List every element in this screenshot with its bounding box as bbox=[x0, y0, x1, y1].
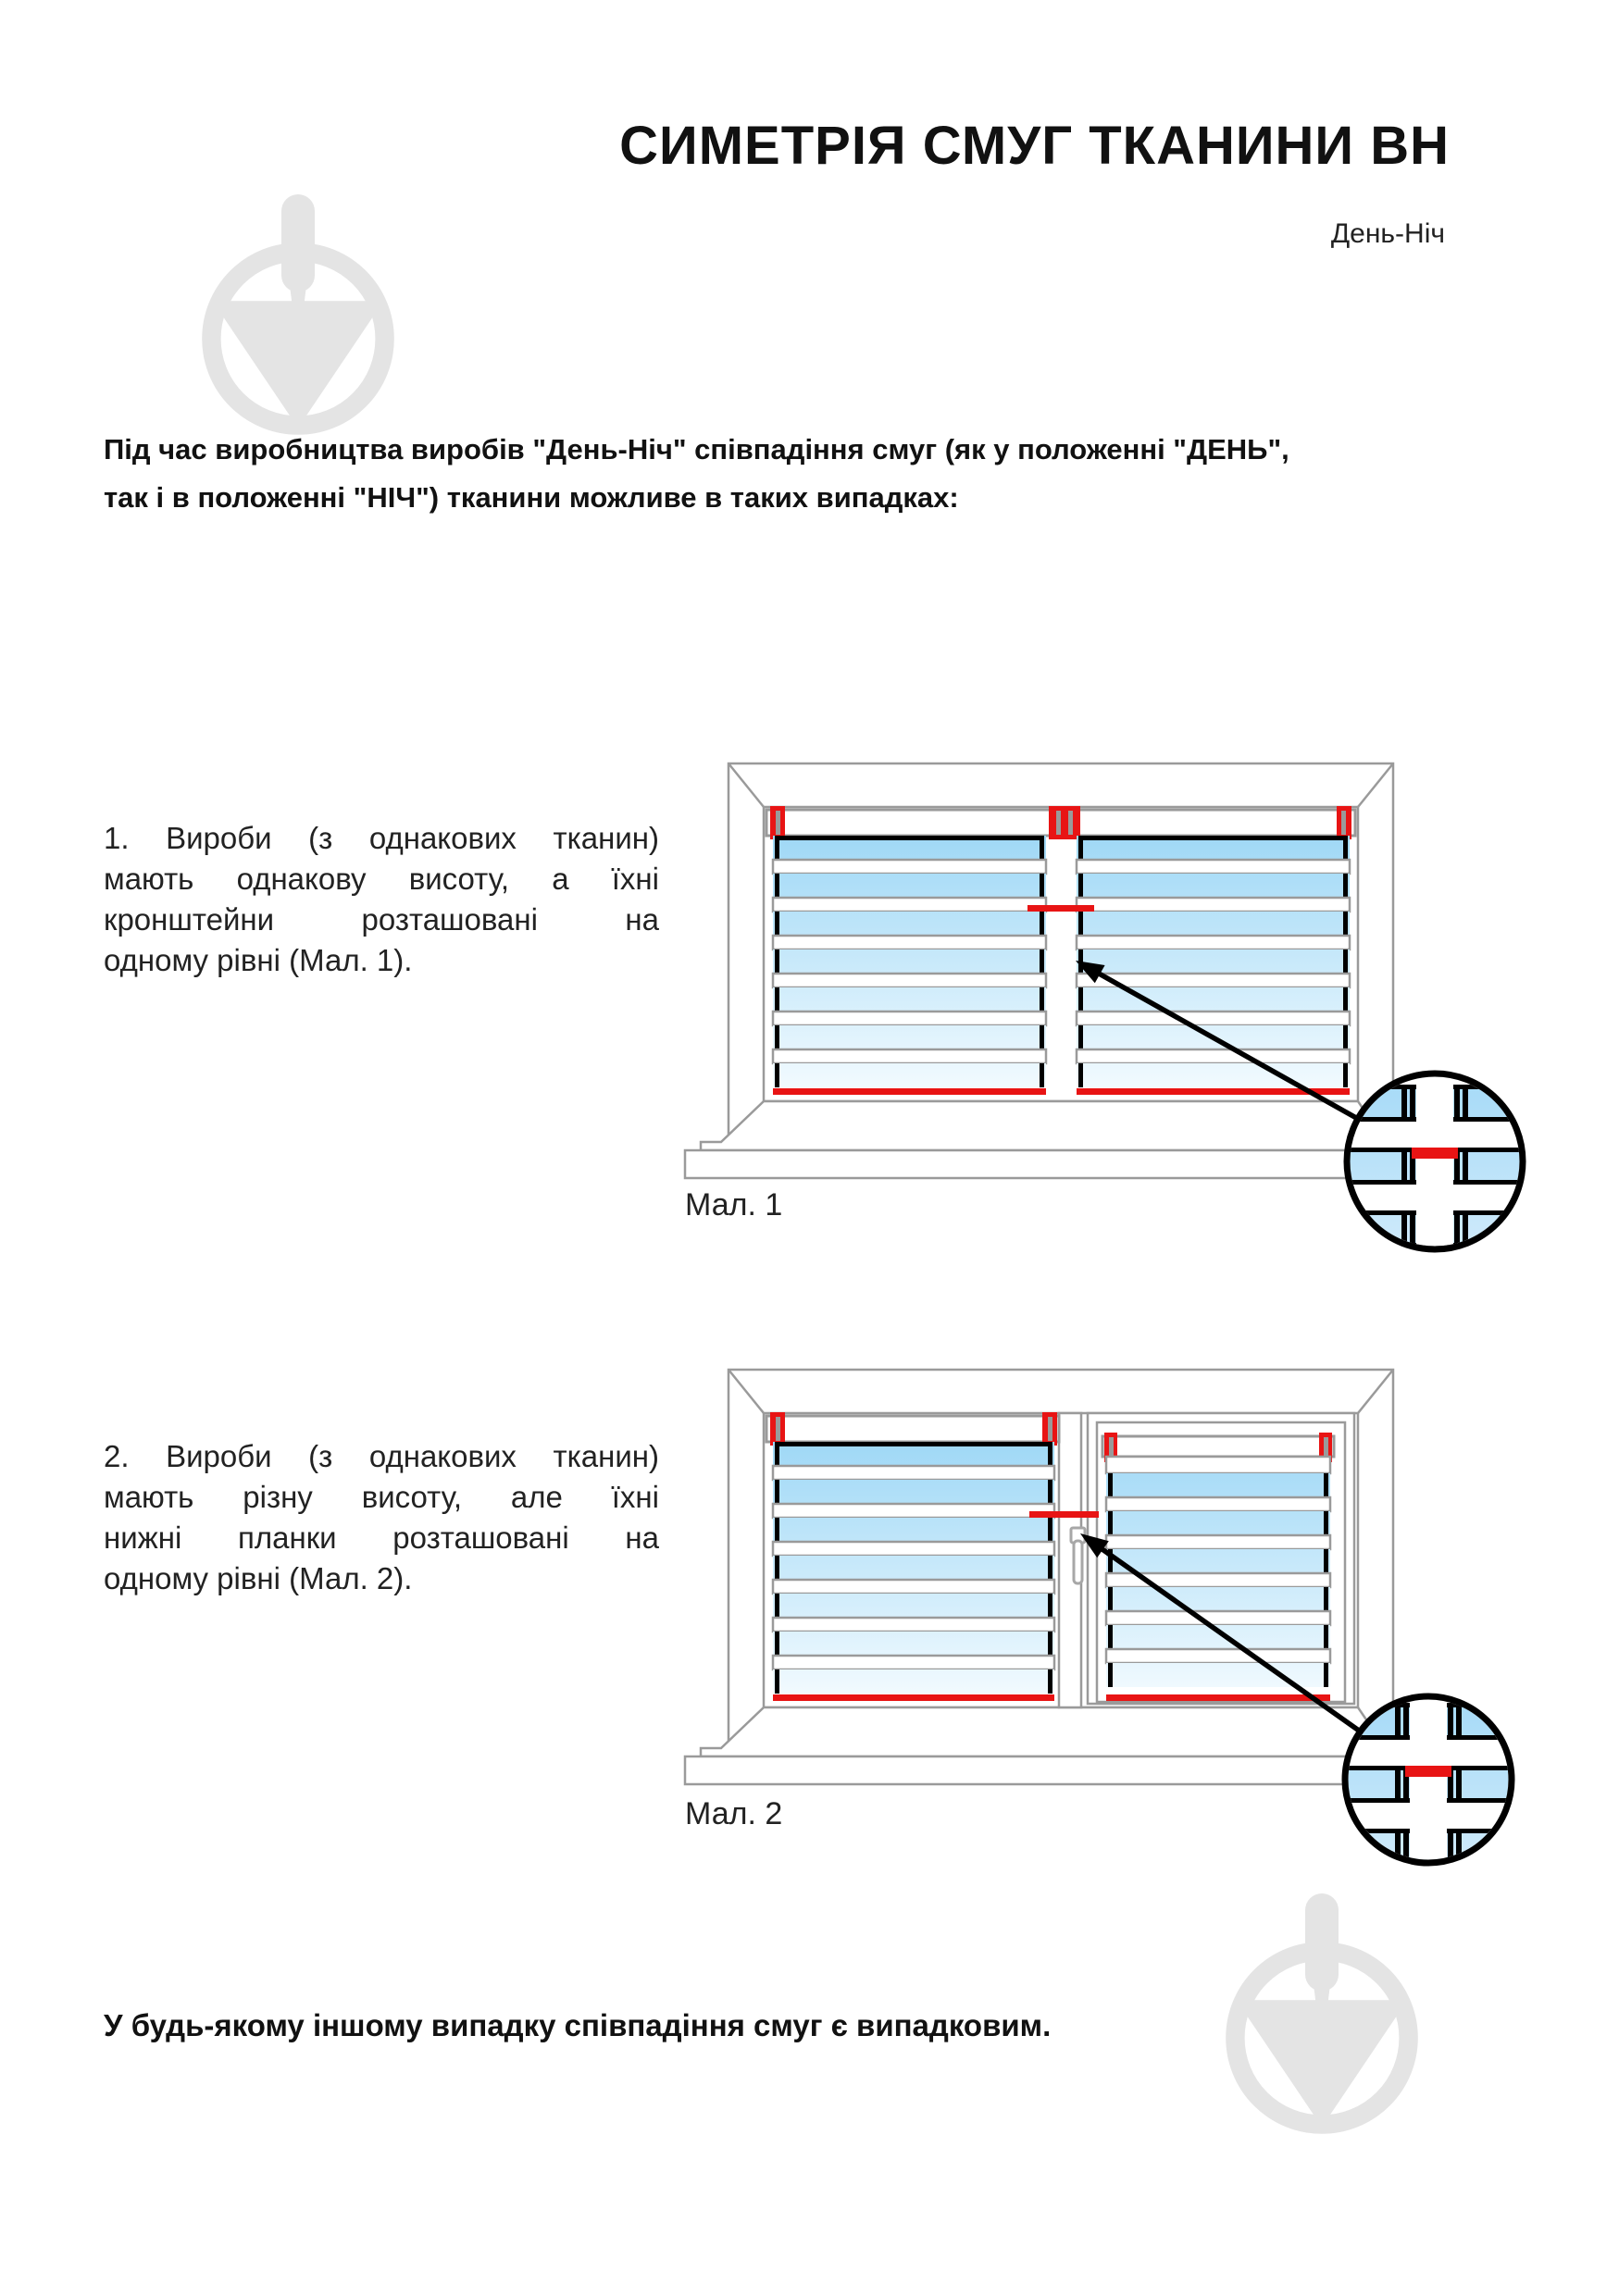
case-1-line: кронштейни розташовані на bbox=[104, 902, 659, 937]
intro-paragraph: Під час виробництва виробів "День-Ніч" с… bbox=[104, 426, 1289, 522]
figure-1-diagram bbox=[683, 762, 1526, 1253]
case-2-paragraph: 2. Вироби (з однакових тканин) мають різ… bbox=[104, 1436, 659, 1599]
intro-line: так і в положенні "НІЧ") тканини можливе… bbox=[104, 481, 959, 514]
case-1-line: 1. Вироби (з однакових тканин) bbox=[104, 821, 659, 855]
intro-line: Під час виробництва виробів "День-Ніч" с… bbox=[104, 433, 1289, 465]
footer-note: У будь-якому іншому випадку співпадіння … bbox=[104, 2008, 1052, 2042]
bracket bbox=[1337, 806, 1351, 839]
case-2-line: нижні планки розташовані на bbox=[104, 1520, 659, 1555]
bottom-bar-right bbox=[1106, 1694, 1330, 1701]
case-1-paragraph: 1. Вироби (з однакових тканин) мають одн… bbox=[104, 818, 659, 981]
callout-arrow bbox=[1080, 1533, 1363, 1734]
blind-left bbox=[771, 836, 1048, 1095]
bottom-bar-right bbox=[1077, 1088, 1350, 1095]
bottom-bar-left bbox=[773, 1694, 1054, 1701]
bottom-bar-left bbox=[773, 1088, 1046, 1095]
callout-arrow bbox=[1076, 961, 1360, 1122]
watermark-trowel-logo-icon bbox=[187, 194, 409, 450]
bracket bbox=[1042, 1412, 1057, 1446]
case-1-line: одному рівні (Мал. 1). bbox=[104, 943, 413, 977]
blind-right bbox=[1075, 836, 1351, 1095]
case-2-line: одному рівні (Мал. 2). bbox=[104, 1561, 413, 1595]
blind-right bbox=[1104, 1455, 1332, 1701]
alignment-mark bbox=[1029, 1511, 1099, 1518]
case-2-line: 2. Вироби (з однакових тканин) bbox=[104, 1439, 659, 1473]
window-sill bbox=[683, 1099, 1394, 1180]
figure-1-caption: Мал. 1 bbox=[685, 1187, 783, 1222]
page-title: СИМЕТРІЯ СМУГ ТКАНИНИ ВН bbox=[619, 116, 1450, 176]
case-1-line: мають однакову висоту, а їхні bbox=[104, 862, 659, 896]
figure-2-diagram bbox=[683, 1368, 1515, 1867]
alignment-mark-zoomed bbox=[1405, 1766, 1451, 1777]
bracket bbox=[770, 1412, 785, 1446]
magnifier-circle bbox=[1343, 1070, 1526, 1253]
alignment-mark bbox=[1027, 905, 1094, 912]
bracket-double bbox=[1049, 806, 1080, 839]
window-handle-icon bbox=[1069, 1526, 1087, 1585]
case-2-line: мають різну висоту, але їхні bbox=[104, 1480, 659, 1514]
page-subtitle: День-Ніч bbox=[1330, 218, 1445, 249]
cassette-bar-left bbox=[765, 1414, 1061, 1444]
window-sill bbox=[683, 1706, 1394, 1786]
magnifier-circle bbox=[1341, 1693, 1515, 1867]
bracket bbox=[1319, 1433, 1332, 1462]
bracket bbox=[770, 806, 785, 839]
figure-2-caption: Мал. 2 bbox=[685, 1796, 783, 1831]
watermark-trowel-logo-icon bbox=[1211, 1893, 1433, 2149]
cassette-bar-right bbox=[1101, 1434, 1336, 1458]
bracket bbox=[1104, 1433, 1117, 1462]
alignment-mark-zoomed bbox=[1412, 1148, 1458, 1159]
blind-left bbox=[771, 1442, 1056, 1701]
